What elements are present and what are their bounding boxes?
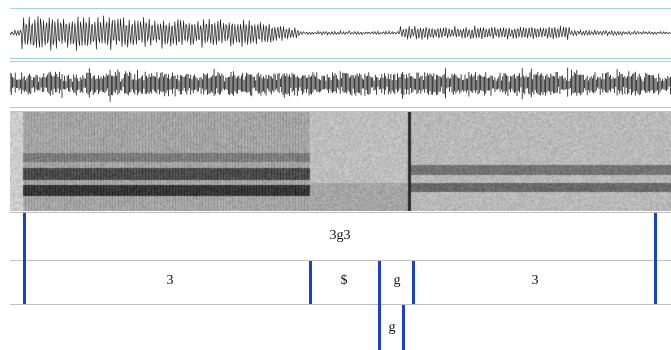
tier2-interval-4-label[interactable]: 3 [531, 273, 539, 288]
tier3-interval-1-label[interactable]: g [388, 320, 396, 335]
pitch-bottom-rule [10, 107, 671, 108]
tier1-top-rule [10, 212, 671, 213]
tier2-boundary-2[interactable] [378, 261, 381, 350]
waveform-trace [10, 15, 671, 52]
tier2-boundary-1[interactable] [309, 261, 312, 304]
tier3-boundary-end[interactable] [402, 305, 405, 350]
tier1-interval-label[interactable]: 3g3 [329, 228, 351, 243]
spectrogram-display[interactable] [10, 112, 671, 211]
tier2-interval-3-label[interactable]: g [393, 273, 401, 288]
waveform-top-rule [10, 8, 671, 9]
waveform-display[interactable] [10, 9, 671, 57]
tier2-interval-2-label[interactable]: $ [340, 273, 348, 288]
waveform-bottom-rule [10, 58, 671, 59]
spectrogram-top-rule [10, 111, 671, 112]
tier1-bottom-rule [10, 260, 671, 261]
tier1-boundary-end[interactable] [654, 213, 657, 304]
pitch-trace [10, 67, 671, 102]
tier2-bottom-rule [10, 304, 671, 305]
pitch-top-rule [10, 61, 671, 62]
tier2-interval-1-label[interactable]: 3 [166, 273, 174, 288]
tier1-boundary-start[interactable] [23, 213, 26, 304]
pitch-track-display[interactable] [10, 62, 671, 106]
tier2-boundary-3[interactable] [412, 261, 415, 304]
